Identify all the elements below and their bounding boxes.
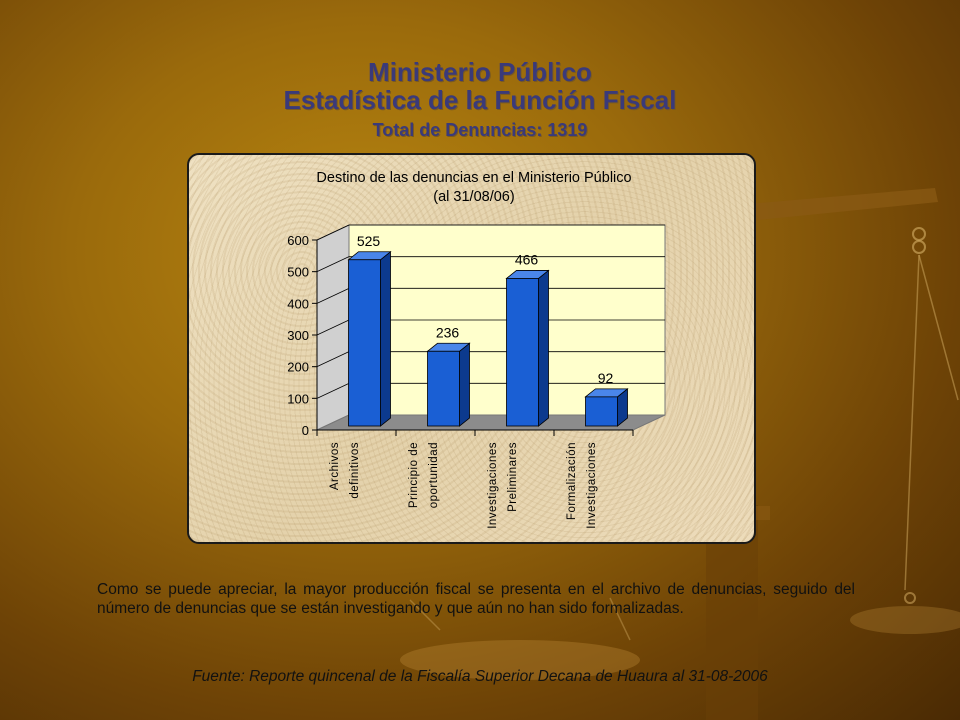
- page-title-line1: Ministerio Público: [368, 57, 592, 87]
- gridline-side: [316, 382, 350, 399]
- x-category-label: Investigaciones: [487, 442, 499, 529]
- bar: [585, 396, 618, 427]
- y-tick-label: 500: [287, 265, 309, 280]
- data-label: 92: [598, 370, 614, 386]
- page-subtitle: Total de Denuncias: 1319: [372, 120, 588, 140]
- bar-side: [459, 342, 470, 427]
- x-category-label: Preliminares: [507, 442, 519, 512]
- x-category-label: Formalización: [566, 442, 578, 520]
- data-label: 525: [357, 233, 381, 249]
- y-tick-label: 100: [287, 391, 309, 406]
- x-category-label: definitivos: [349, 442, 361, 499]
- body-paragraph: Como se puede apreciar, la mayor producc…: [97, 581, 855, 617]
- page-title-line2: Estadística de la Función Fiscal: [283, 85, 677, 115]
- chart-panel: Destino de las denuncias en el Ministeri…: [187, 153, 756, 544]
- bar-side: [538, 269, 549, 427]
- bar-chart: Destino de las denuncias en el Ministeri…: [287, 170, 666, 529]
- chart-subtitle: (al 31/08/06): [433, 189, 514, 205]
- y-tick-label: 0: [302, 423, 309, 438]
- data-label: 466: [515, 251, 539, 267]
- bar-side: [380, 250, 391, 427]
- chart-title: Destino de las denuncias en el Ministeri…: [316, 170, 631, 186]
- bar: [348, 259, 381, 427]
- y-tick-label: 300: [287, 328, 309, 343]
- y-tick-label: 600: [287, 233, 309, 248]
- source-footer: Fuente: Reporte quincenal de la Fiscalía…: [192, 668, 768, 685]
- x-category-label: Archivos: [329, 442, 341, 490]
- y-tick-label: 200: [287, 360, 309, 375]
- title-block: Ministerio Público Estadística de la Fun…: [0, 58, 960, 141]
- x-category-label: Principio de: [408, 442, 420, 508]
- bar: [427, 350, 460, 427]
- x-category-label: oportunidad: [428, 442, 440, 508]
- bar: [506, 278, 539, 427]
- gridline-side: [316, 351, 350, 368]
- gridline-side: [316, 287, 350, 304]
- data-label: 236: [436, 324, 460, 340]
- gridline-side: [316, 256, 350, 273]
- gridline-side: [316, 224, 350, 241]
- x-category-label: Investigaciones: [586, 442, 598, 529]
- y-tick-label: 400: [287, 296, 309, 311]
- gridline-side: [316, 319, 350, 336]
